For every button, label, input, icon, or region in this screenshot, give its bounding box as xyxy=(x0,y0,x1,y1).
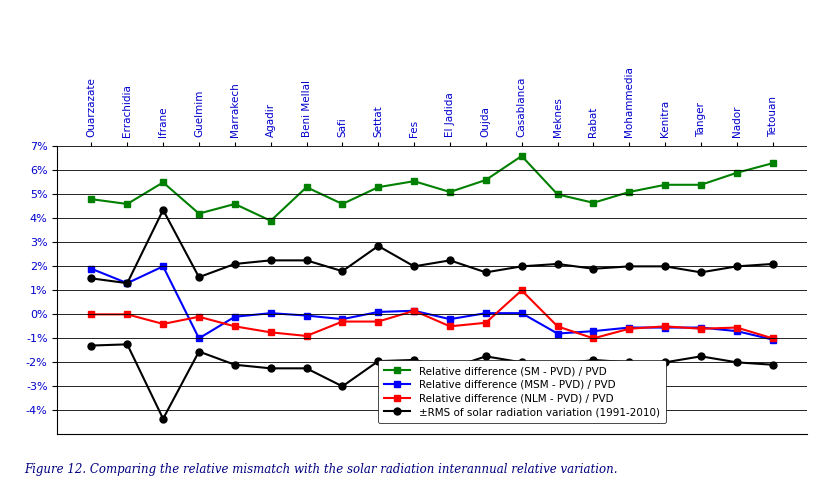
Relative difference (SM - PVD) / PVD xyxy=(194,211,204,217)
Relative difference (MSM - PVD) / PVD xyxy=(553,331,563,337)
±RMS of solar radiation variation (1991-2010) xyxy=(410,264,419,269)
Relative difference (MSM - PVD) / PVD xyxy=(732,328,742,334)
Relative difference (SM - PVD) / PVD xyxy=(122,201,132,207)
Relative difference (MSM - PVD) / PVD xyxy=(265,310,275,316)
Relative difference (MSM - PVD) / PVD xyxy=(445,316,455,322)
Relative difference (MSM - PVD) / PVD xyxy=(122,280,132,286)
±RMS of solar radiation variation (1991-2010) xyxy=(301,258,311,264)
Relative difference (SM - PVD) / PVD xyxy=(589,200,599,206)
±RMS of solar radiation variation (1991-2010) xyxy=(158,207,168,213)
±RMS of solar radiation variation (1991-2010) xyxy=(767,261,777,267)
Relative difference (NLM - PVD) / PVD xyxy=(553,324,563,329)
Relative difference (SM - PVD) / PVD xyxy=(481,177,491,183)
Text: Figure 12. Comparing the relative mismatch with the solar radiation interannual : Figure 12. Comparing the relative mismat… xyxy=(25,463,618,476)
Relative difference (NLM - PVD) / PVD xyxy=(696,326,706,332)
Relative difference (NLM - PVD) / PVD xyxy=(767,335,777,341)
Relative difference (SM - PVD) / PVD xyxy=(410,178,419,184)
±RMS of solar radiation variation (1991-2010) xyxy=(624,264,634,269)
±RMS of solar radiation variation (1991-2010) xyxy=(373,243,383,249)
Relative difference (NLM - PVD) / PVD xyxy=(87,311,97,317)
Relative difference (NLM - PVD) / PVD xyxy=(373,319,383,325)
Relative difference (MSM - PVD) / PVD xyxy=(158,264,168,269)
Line: ±RMS of solar radiation variation (1991-2010): ±RMS of solar radiation variation (1991-… xyxy=(88,206,776,286)
±RMS of solar radiation variation (1991-2010) xyxy=(122,280,132,286)
Relative difference (SM - PVD) / PVD xyxy=(445,189,455,195)
Relative difference (NLM - PVD) / PVD xyxy=(301,333,311,339)
Relative difference (MSM - PVD) / PVD xyxy=(230,314,240,320)
±RMS of solar radiation variation (1991-2010) xyxy=(230,261,240,267)
Relative difference (SM - PVD) / PVD xyxy=(660,182,670,188)
Relative difference (SM - PVD) / PVD xyxy=(373,184,383,190)
±RMS of solar radiation variation (1991-2010) xyxy=(87,275,97,281)
Relative difference (MSM - PVD) / PVD xyxy=(696,325,706,330)
Relative difference (MSM - PVD) / PVD xyxy=(373,309,383,315)
Relative difference (NLM - PVD) / PVD xyxy=(194,314,204,320)
Relative difference (NLM - PVD) / PVD xyxy=(732,325,742,330)
Relative difference (SM - PVD) / PVD xyxy=(337,201,347,207)
±RMS of solar radiation variation (1991-2010) xyxy=(194,274,204,280)
Relative difference (NLM - PVD) / PVD xyxy=(122,311,132,317)
Relative difference (NLM - PVD) / PVD xyxy=(624,326,634,332)
Relative difference (SM - PVD) / PVD xyxy=(230,201,240,207)
Relative difference (MSM - PVD) / PVD xyxy=(624,325,634,330)
Relative difference (MSM - PVD) / PVD xyxy=(410,308,419,314)
Relative difference (MSM - PVD) / PVD xyxy=(767,337,777,343)
Relative difference (MSM - PVD) / PVD xyxy=(660,325,670,330)
Line: Relative difference (NLM - PVD) / PVD: Relative difference (NLM - PVD) / PVD xyxy=(88,287,776,342)
Relative difference (NLM - PVD) / PVD xyxy=(481,320,491,325)
Relative difference (NLM - PVD) / PVD xyxy=(410,308,419,314)
Relative difference (SM - PVD) / PVD xyxy=(87,196,97,202)
Relative difference (NLM - PVD) / PVD xyxy=(660,324,670,329)
Relative difference (MSM - PVD) / PVD xyxy=(481,310,491,316)
Relative difference (NLM - PVD) / PVD xyxy=(445,324,455,329)
Relative difference (SM - PVD) / PVD xyxy=(696,182,706,188)
±RMS of solar radiation variation (1991-2010) xyxy=(445,258,455,264)
±RMS of solar radiation variation (1991-2010) xyxy=(589,266,599,272)
±RMS of solar radiation variation (1991-2010) xyxy=(660,264,670,269)
Relative difference (SM - PVD) / PVD xyxy=(553,191,563,197)
±RMS of solar radiation variation (1991-2010) xyxy=(481,269,491,275)
Relative difference (NLM - PVD) / PVD xyxy=(517,287,527,293)
±RMS of solar radiation variation (1991-2010) xyxy=(337,268,347,274)
Relative difference (SM - PVD) / PVD xyxy=(158,180,168,185)
Relative difference (MSM - PVD) / PVD xyxy=(301,313,311,319)
Relative difference (SM - PVD) / PVD xyxy=(767,160,777,166)
Relative difference (NLM - PVD) / PVD xyxy=(589,335,599,341)
Relative difference (NLM - PVD) / PVD xyxy=(230,324,240,329)
Relative difference (MSM - PVD) / PVD xyxy=(589,328,599,334)
±RMS of solar radiation variation (1991-2010) xyxy=(732,264,742,269)
±RMS of solar radiation variation (1991-2010) xyxy=(265,258,275,264)
Relative difference (NLM - PVD) / PVD xyxy=(337,319,347,325)
±RMS of solar radiation variation (1991-2010) xyxy=(696,269,706,275)
Relative difference (SM - PVD) / PVD xyxy=(732,170,742,176)
Legend: Relative difference (SM - PVD) / PVD, Relative difference (MSM - PVD) / PVD, Rel: Relative difference (SM - PVD) / PVD, Re… xyxy=(378,360,666,424)
Relative difference (SM - PVD) / PVD xyxy=(301,184,311,190)
Relative difference (MSM - PVD) / PVD xyxy=(87,266,97,272)
Line: Relative difference (SM - PVD) / PVD: Relative difference (SM - PVD) / PVD xyxy=(88,153,776,224)
Relative difference (NLM - PVD) / PVD xyxy=(158,321,168,327)
Line: Relative difference (MSM - PVD) / PVD: Relative difference (MSM - PVD) / PVD xyxy=(88,263,776,343)
±RMS of solar radiation variation (1991-2010) xyxy=(517,264,527,269)
Relative difference (SM - PVD) / PVD xyxy=(265,218,275,224)
Relative difference (SM - PVD) / PVD xyxy=(624,189,634,195)
Relative difference (NLM - PVD) / PVD xyxy=(265,329,275,335)
±RMS of solar radiation variation (1991-2010) xyxy=(553,261,563,267)
Relative difference (SM - PVD) / PVD xyxy=(517,153,527,159)
Relative difference (MSM - PVD) / PVD xyxy=(517,310,527,316)
Relative difference (MSM - PVD) / PVD xyxy=(194,335,204,341)
Relative difference (MSM - PVD) / PVD xyxy=(337,316,347,322)
